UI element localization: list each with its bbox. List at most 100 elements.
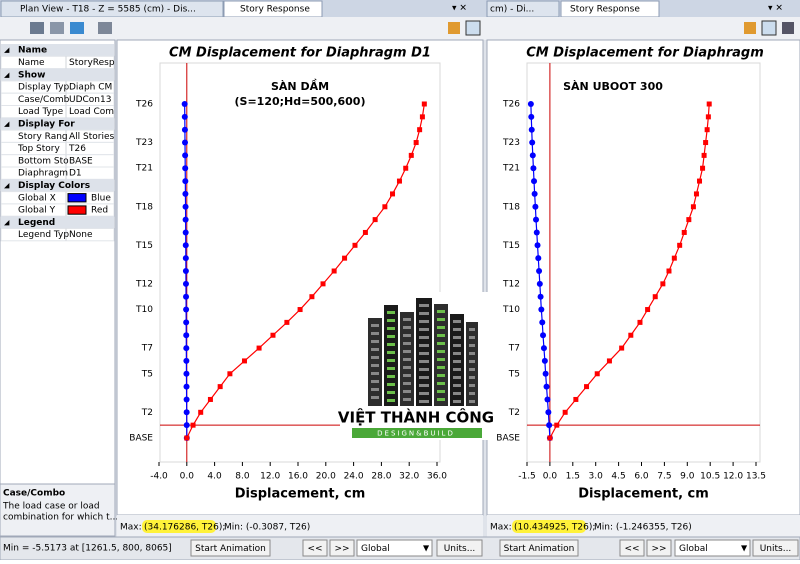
point xyxy=(541,357,548,364)
tab-label: Plan View - T18 - Z = 5585 (cm) - Dis... xyxy=(20,5,196,15)
tab-menu[interactable]: ▾ ✕ xyxy=(452,4,467,14)
button[interactable] xyxy=(329,539,355,557)
building-window xyxy=(469,384,475,387)
plot-frame xyxy=(526,62,761,463)
building-window xyxy=(403,382,411,385)
x-tick-label: 10.5 xyxy=(700,472,720,482)
point xyxy=(403,165,409,171)
icon[interactable] xyxy=(30,22,44,34)
point xyxy=(396,178,402,184)
building-window xyxy=(403,366,411,369)
building-window xyxy=(403,326,411,329)
section-title: Legend xyxy=(18,218,55,228)
property-value: StoryResp xyxy=(69,58,115,68)
section-header xyxy=(1,68,114,81)
point xyxy=(183,332,190,339)
building-window xyxy=(371,332,379,335)
point xyxy=(681,229,687,235)
tab-label: Story Response xyxy=(240,5,310,15)
building-window xyxy=(469,328,475,331)
button[interactable] xyxy=(436,539,483,557)
icon[interactable] xyxy=(50,22,64,34)
point xyxy=(182,203,189,210)
button[interactable] xyxy=(619,539,645,557)
building xyxy=(384,305,398,406)
building-window xyxy=(437,390,445,393)
building-window xyxy=(387,351,395,354)
building-window xyxy=(387,335,395,338)
annotation: SÀN UBOOT 300 xyxy=(563,80,663,93)
point xyxy=(562,409,568,415)
x-tick-label: 3.0 xyxy=(589,472,604,482)
building-window xyxy=(387,367,395,370)
y-tick-label: T18 xyxy=(502,202,520,212)
point xyxy=(241,358,247,364)
point xyxy=(619,345,625,351)
building-window xyxy=(387,391,395,394)
description-text: combination for which t... xyxy=(3,513,118,523)
building-window xyxy=(387,359,395,362)
x-tick-label: -1.5 xyxy=(518,472,536,482)
y-tick-label: T26 xyxy=(502,100,520,110)
building-window xyxy=(419,352,429,355)
button[interactable] xyxy=(752,539,799,557)
button[interactable] xyxy=(646,539,672,557)
property-row[interactable] xyxy=(0,228,115,242)
y-tick-label: T12 xyxy=(135,279,153,289)
building-window xyxy=(453,344,461,347)
property-key: Global X xyxy=(18,193,56,203)
icon[interactable] xyxy=(98,22,112,34)
icon[interactable] xyxy=(744,22,756,34)
building-window xyxy=(453,360,461,363)
icon[interactable] xyxy=(782,22,794,34)
y-tick-label: T23 xyxy=(502,138,520,148)
building-window xyxy=(437,366,445,369)
icon[interactable] xyxy=(761,20,777,36)
description-title: Case/Combo xyxy=(3,489,65,499)
button[interactable] xyxy=(302,539,328,557)
y-tick-label: T7 xyxy=(141,344,153,354)
building-window xyxy=(403,334,411,337)
point xyxy=(705,114,711,120)
building-window xyxy=(453,328,461,331)
x-tick-label: 6.0 xyxy=(634,472,649,482)
point xyxy=(533,216,540,223)
building-window xyxy=(387,399,395,402)
building-window xyxy=(403,342,411,345)
x-tick-label: 12.0 xyxy=(723,472,743,482)
point xyxy=(419,114,425,120)
point xyxy=(529,152,536,159)
point xyxy=(594,371,600,377)
button[interactable] xyxy=(190,539,271,557)
point xyxy=(421,101,427,107)
y-tick-label: T21 xyxy=(135,164,153,174)
building-window xyxy=(387,375,395,378)
button[interactable] xyxy=(499,539,579,557)
y-tick-label: T15 xyxy=(502,241,520,251)
building-window xyxy=(437,374,445,377)
highlight xyxy=(142,520,216,533)
dropdown-arrow: ▼ xyxy=(741,544,748,553)
icon[interactable] xyxy=(465,20,481,36)
tab-menu[interactable]: ▾ ✕ xyxy=(768,4,783,14)
point xyxy=(182,190,189,197)
button[interactable] xyxy=(356,539,433,557)
building-window xyxy=(453,352,461,355)
point xyxy=(686,217,692,223)
point xyxy=(181,101,188,107)
section-title: Name xyxy=(18,46,47,56)
point xyxy=(181,113,188,120)
x-tick-label: -4.0 xyxy=(150,472,168,482)
property-key: Legend Typ xyxy=(18,230,69,240)
button-label: Units... xyxy=(760,544,792,554)
icon[interactable] xyxy=(70,22,84,34)
info-label: Max: xyxy=(490,523,512,533)
building-window xyxy=(437,342,445,345)
description-panel xyxy=(0,483,116,537)
button[interactable] xyxy=(674,539,751,557)
point xyxy=(706,101,712,107)
building-window xyxy=(419,360,429,363)
point xyxy=(573,396,579,402)
icon[interactable] xyxy=(448,22,460,34)
x-tick-label: 0.0 xyxy=(543,472,558,482)
